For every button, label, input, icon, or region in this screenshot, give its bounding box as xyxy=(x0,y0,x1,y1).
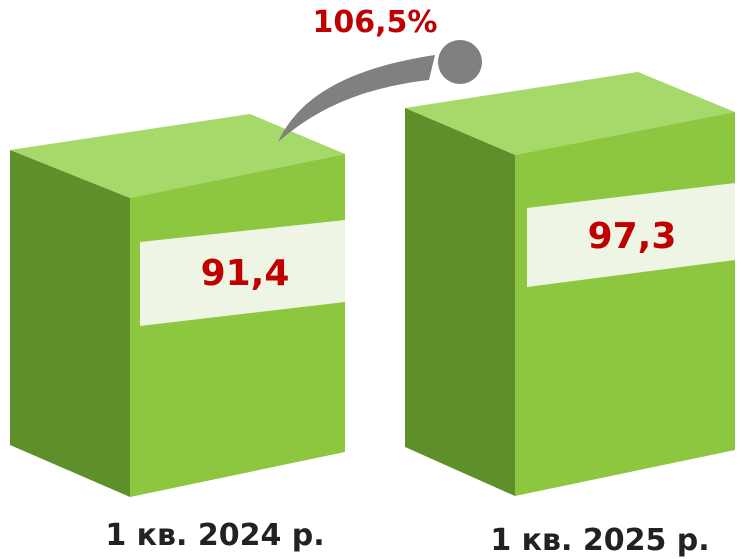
bar-2025: 97,3 xyxy=(405,72,735,496)
category-label-2025: 1 кв. 2025 р. xyxy=(490,523,709,558)
bar-2025-side xyxy=(405,108,515,496)
bar-2025-value-label: 97,3 xyxy=(588,216,677,257)
category-label-2024: 1 кв. 2024 р. xyxy=(105,518,324,553)
bar-2024: 91,4 xyxy=(10,114,345,497)
growth-arrow xyxy=(278,40,482,142)
bar-2024-side xyxy=(10,150,130,497)
bar-2025-label-box xyxy=(527,183,735,287)
bar-2024-top xyxy=(10,114,345,198)
growth-arrow-head xyxy=(438,40,482,84)
bar-2024-front xyxy=(130,154,345,497)
bar-2024-value-label: 91,4 xyxy=(201,253,290,294)
growth-label: 106,5% xyxy=(313,5,438,40)
bar-2025-front xyxy=(515,112,735,496)
bar-2025-top xyxy=(405,72,735,155)
growth-arrow-body xyxy=(278,55,435,142)
bar-2024-label-box xyxy=(140,220,345,326)
